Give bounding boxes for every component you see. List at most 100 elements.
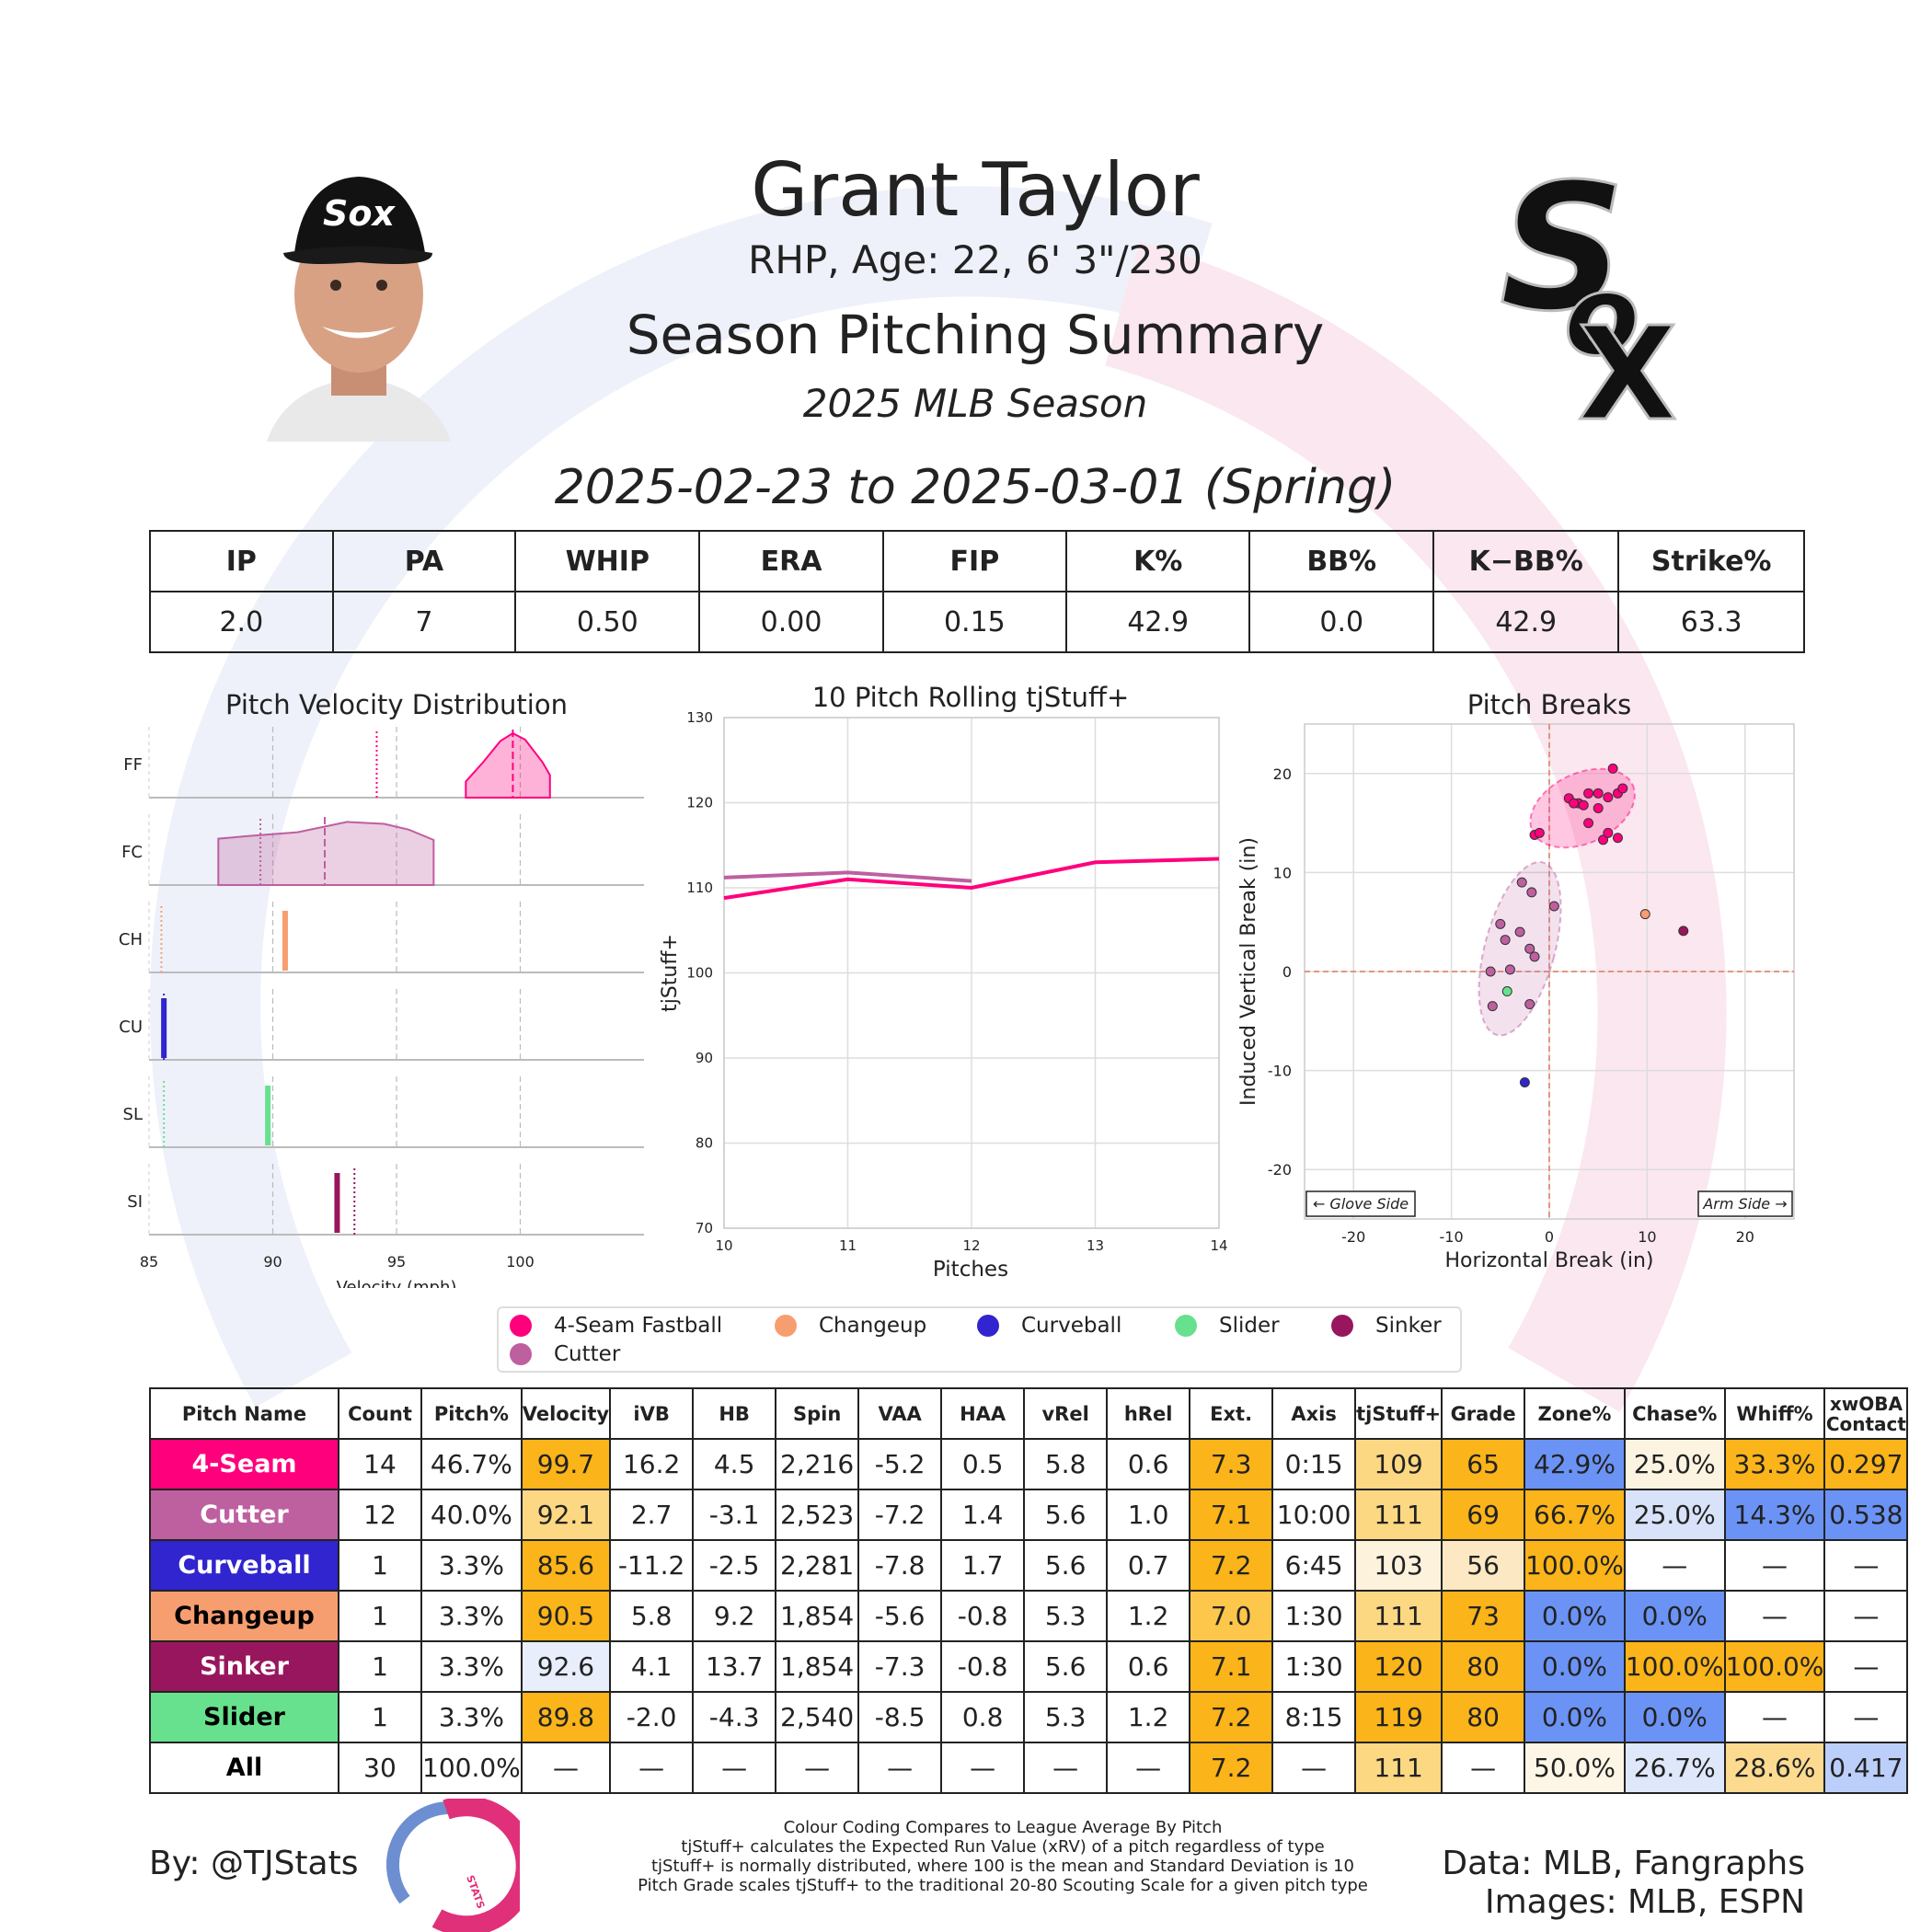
table-cell: 5.3 bbox=[1023, 1590, 1109, 1642]
table-cell: 1 bbox=[338, 1640, 422, 1693]
pitch-name-cell: Cutter bbox=[149, 1489, 339, 1541]
legend-label: Slider bbox=[1219, 1314, 1280, 1338]
data-point bbox=[1548, 901, 1559, 912]
row-label: FC bbox=[121, 843, 143, 862]
column-header: Spin bbox=[775, 1387, 860, 1440]
table-cell: -7.8 bbox=[857, 1539, 943, 1592]
velocity-distribution-chart: Pitch Velocity Distribution FF FC CH CU SL SI 8… bbox=[119, 689, 644, 1288]
stat-header: WHIP bbox=[514, 530, 701, 592]
table-row: Changeup 1 3.3% 90.5 5.8 9.2 1,854 -5.6 -0.8 5.3 1… bbox=[149, 1590, 1909, 1642]
data-point bbox=[1524, 943, 1535, 954]
table-cell: 0.0% bbox=[1623, 1590, 1726, 1642]
legend-label: Changeup bbox=[819, 1314, 927, 1338]
footnote-line: Pitch Grade scales tjStuff+ to the tradi… bbox=[638, 1876, 1368, 1895]
table-cell: -7.2 bbox=[857, 1489, 943, 1541]
stat-header: IP bbox=[149, 530, 334, 592]
table-cell: 3.3% bbox=[420, 1590, 523, 1642]
stat-value: 0.00 bbox=[698, 591, 884, 653]
column-header: hRel bbox=[1106, 1387, 1191, 1440]
data-point bbox=[1612, 833, 1623, 844]
table-cell: 56 bbox=[1441, 1539, 1526, 1592]
stat-header: Strike% bbox=[1617, 530, 1805, 592]
data-point bbox=[1519, 1077, 1530, 1088]
table-cell: 1.2 bbox=[1106, 1691, 1191, 1743]
table-cell: 26.7% bbox=[1623, 1742, 1726, 1794]
stat-header: K% bbox=[1065, 530, 1251, 592]
table-cell: 1,854 bbox=[775, 1640, 860, 1693]
y-tick-label: 20 bbox=[1273, 765, 1292, 783]
table-cell: 0.297 bbox=[1823, 1438, 1909, 1490]
x-axis-label: Velocity (mph) bbox=[337, 1278, 457, 1288]
table-cell: -2.5 bbox=[692, 1539, 777, 1592]
tjstats-logo: STATS bbox=[386, 1799, 520, 1932]
legend-label: Sinker bbox=[1375, 1314, 1442, 1338]
table-cell: 3.3% bbox=[420, 1691, 523, 1743]
table-cell: 1 bbox=[338, 1539, 422, 1592]
data-point bbox=[1593, 788, 1604, 799]
table-cell: 7.2 bbox=[1189, 1691, 1274, 1743]
pitch-metrics-table: Pitch Name Count Pitch% Velocity iVB HB Spin VA… bbox=[149, 1387, 1909, 1794]
table-cell: 99.7 bbox=[520, 1438, 612, 1490]
glove-side-label: ← Glove Side bbox=[1313, 1195, 1409, 1213]
table-cell: — bbox=[1271, 1742, 1357, 1794]
table-cell: 7.1 bbox=[1189, 1640, 1274, 1693]
stat-value: 63.3 bbox=[1617, 591, 1805, 653]
column-header: iVB bbox=[609, 1387, 695, 1440]
y-tick-label: 120 bbox=[686, 795, 713, 811]
legend-label: Curveball bbox=[1021, 1314, 1122, 1338]
table-cell: — bbox=[1441, 1742, 1526, 1794]
data-point bbox=[1529, 951, 1540, 962]
table-cell: 2,523 bbox=[775, 1489, 860, 1541]
y-tick-label: 0 bbox=[1282, 963, 1292, 981]
data-point bbox=[1603, 792, 1614, 803]
table-cell: 1.4 bbox=[940, 1489, 1026, 1541]
table-cell: 66.7% bbox=[1524, 1489, 1626, 1541]
table-cell: 33.3% bbox=[1723, 1438, 1826, 1490]
series-line bbox=[723, 870, 972, 883]
table-cell: — bbox=[1823, 1691, 1909, 1743]
table-cell: 28.6% bbox=[1723, 1742, 1826, 1794]
table-cell: 7.0 bbox=[1189, 1590, 1274, 1642]
table-cell: 0.0% bbox=[1524, 1691, 1626, 1743]
data-point bbox=[1598, 834, 1609, 845]
column-header: Grade bbox=[1441, 1387, 1526, 1440]
table-cell: — bbox=[1823, 1539, 1909, 1592]
table-cell: 1:30 bbox=[1271, 1640, 1357, 1693]
table-cell: -11.2 bbox=[609, 1539, 695, 1592]
data-point bbox=[1583, 818, 1594, 829]
table-cell: 119 bbox=[1354, 1691, 1443, 1743]
data-point bbox=[1526, 887, 1537, 898]
table-cell: 50.0% bbox=[1524, 1742, 1626, 1794]
table-cell: 8:15 bbox=[1271, 1691, 1357, 1743]
table-cell: — bbox=[1823, 1590, 1909, 1642]
stat-value: 0.50 bbox=[514, 591, 701, 653]
legend-item: Slider bbox=[1175, 1314, 1280, 1338]
legend-item: 4-Seam Fastball bbox=[510, 1314, 722, 1338]
table-cell: 4.5 bbox=[692, 1438, 777, 1490]
data-point bbox=[1485, 966, 1496, 977]
table-cell: 2,540 bbox=[775, 1691, 860, 1743]
y-tick-label: 80 bbox=[696, 1135, 713, 1152]
table-row: Sinker 1 3.3% 92.6 4.1 13.7 1,854 -7.3 -0.8 5.6 0.… bbox=[149, 1640, 1909, 1693]
y-tick-label: 110 bbox=[686, 880, 713, 896]
legend-marker bbox=[775, 1315, 797, 1337]
footnote-line: tjStuff+ is normally distributed, where … bbox=[650, 1857, 1355, 1876]
table-cell: — bbox=[1106, 1742, 1191, 1794]
table-cell: 65 bbox=[1441, 1438, 1526, 1490]
table-row: Slider 1 3.3% 89.8 -2.0 -4.3 2,540 -8.5 0.8 5.3 1.… bbox=[149, 1691, 1909, 1743]
table-cell: -5.2 bbox=[857, 1438, 943, 1490]
density-area bbox=[465, 731, 551, 799]
y-tick-label: -20 bbox=[1268, 1161, 1292, 1179]
table-cell: -0.8 bbox=[940, 1640, 1026, 1693]
table-cell: 0.0% bbox=[1623, 1691, 1726, 1743]
column-header: Zone% bbox=[1524, 1387, 1626, 1440]
table-cell: 1:30 bbox=[1271, 1590, 1357, 1642]
table-cell: 100.0% bbox=[1723, 1640, 1826, 1693]
table-cell: — bbox=[1723, 1691, 1826, 1743]
legend-marker bbox=[977, 1315, 999, 1337]
data-point bbox=[1569, 798, 1580, 809]
table-cell: 25.0% bbox=[1623, 1438, 1726, 1490]
table-cell: 0.417 bbox=[1823, 1742, 1909, 1794]
column-header: tjStuff+ bbox=[1354, 1387, 1443, 1440]
table-cell: 9.2 bbox=[692, 1590, 777, 1642]
